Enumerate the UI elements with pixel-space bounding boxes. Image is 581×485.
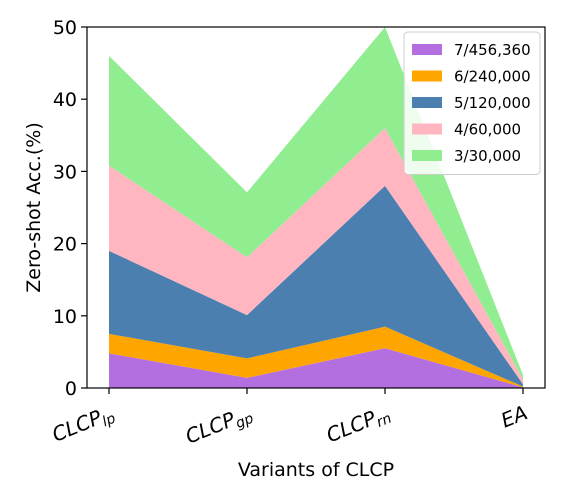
area-series-3 <box>109 185 523 387</box>
y-tick-label: 30 <box>53 161 77 183</box>
y-tick-label: 40 <box>53 89 77 111</box>
legend-swatch <box>412 123 442 135</box>
x-tick-label: CLCPrn <box>323 400 394 450</box>
legend-swatch <box>412 44 442 55</box>
y-tick-label: 10 <box>53 306 77 328</box>
y-tick-label: 20 <box>53 234 77 256</box>
y-tick-label: 50 <box>53 17 77 39</box>
legend-swatch <box>412 97 442 108</box>
x-tick-label: CLCPlp <box>49 400 118 449</box>
x-tick-label: CLCPgp <box>182 400 256 451</box>
legend: 7/456,360 6/240,000 5/120,000 4/60,000 3/30,… <box>403 31 541 175</box>
plot-frame <box>86 26 546 389</box>
legend-swatch <box>412 150 442 161</box>
x-axis-title: Variants of CLCP <box>238 459 394 481</box>
legend-label: 5/120,000 <box>454 94 531 112</box>
legend-label: 7/456,360 <box>454 41 531 59</box>
legend-label: 3/30,000 <box>454 147 521 165</box>
y-axis: 0 10 20 30 40 50 <box>53 17 87 400</box>
x-tick-label: EA <box>497 400 530 432</box>
legend-label: 6/240,000 <box>454 68 531 86</box>
legend-box <box>403 31 541 175</box>
x-axis: CLCPlp CLCPgp CLCPrn EA <box>49 388 531 451</box>
legend-swatch <box>412 70 442 82</box>
y-axis-title: Zero-shot Acc.(%) <box>23 122 45 292</box>
y-tick-label: 0 <box>65 378 77 400</box>
area-series-1 <box>109 348 523 388</box>
legend-label: 4/60,000 <box>454 121 521 139</box>
area-series-2 <box>109 326 523 388</box>
area-series-4 <box>109 128 523 385</box>
